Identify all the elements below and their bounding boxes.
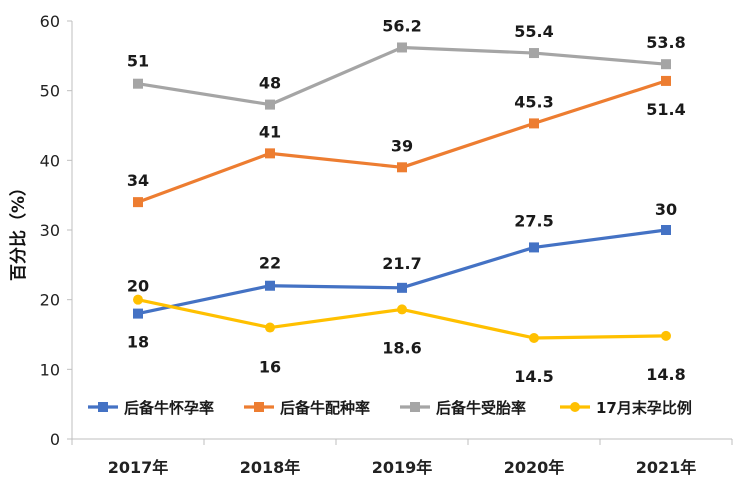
data-point — [133, 197, 143, 208]
data-label: 53.8 — [646, 33, 685, 52]
data-point — [397, 42, 407, 53]
data-label: 56.2 — [382, 16, 421, 35]
x-tick-label: 2017年 — [108, 458, 169, 477]
data-point — [529, 242, 539, 253]
data-label: 30 — [655, 200, 677, 219]
data-label: 48 — [259, 74, 281, 93]
data-label: 45.3 — [514, 92, 553, 111]
data-point — [397, 282, 407, 293]
x-tick-label: 2020年 — [504, 458, 565, 477]
data-point — [529, 48, 539, 59]
data-point — [133, 294, 143, 305]
y-tick-label: 0 — [50, 430, 60, 449]
data-label: 55.4 — [514, 22, 553, 41]
data-label: 21.7 — [382, 254, 421, 273]
legend-label: 后备牛配种率 — [280, 399, 370, 417]
y-axis-title: 百分比（%） — [8, 179, 29, 281]
data-point — [661, 75, 671, 86]
legend-label: 17月末孕比例 — [596, 399, 692, 417]
x-tick-label: 2021年 — [636, 458, 697, 477]
data-point — [529, 118, 539, 129]
legend: 后备牛怀孕率 后备牛配种率 后备牛受胎率 17月末孕比例 — [88, 399, 692, 417]
data-label: 18.6 — [382, 338, 421, 357]
data-point — [265, 280, 275, 291]
legend-label: 后备牛受胎率 — [436, 399, 526, 417]
legend-swatch-marker — [254, 402, 264, 412]
data-label: 51.4 — [646, 100, 685, 119]
axes: 0 10 20 30 40 50 60 2017年 2018年 2019年 2020年 2021年 百分… — [8, 12, 733, 477]
y-tick-label: 40 — [40, 151, 60, 170]
y-tick-label: 50 — [40, 82, 60, 101]
y-tick-label: 60 — [40, 12, 60, 31]
x-tick-label: 2018年 — [240, 458, 301, 477]
data-label: 16 — [259, 358, 281, 377]
data-point — [397, 304, 407, 315]
legend-swatch-marker — [570, 402, 580, 412]
y-tick-label: 30 — [40, 221, 60, 240]
data-label: 34 — [127, 171, 149, 190]
legend-swatch-marker — [98, 402, 108, 412]
data-point — [265, 148, 275, 159]
legend-swatch-marker — [410, 402, 420, 412]
data-point — [265, 322, 275, 333]
data-label: 20 — [127, 277, 149, 296]
data-point — [661, 330, 671, 341]
data-labels: 18 22 21.7 27.5 30 34 41 39 45.3 51.4 51 48 56.2 55.4… — [127, 16, 686, 386]
data-point — [661, 225, 671, 235]
y-tick-label: 20 — [40, 291, 60, 310]
data-label: 22 — [259, 254, 281, 273]
data-point — [397, 162, 407, 173]
data-point — [265, 99, 275, 110]
data-point — [133, 78, 143, 89]
legend-label: 后备牛怀孕率 — [124, 399, 214, 417]
y-tick-label: 10 — [40, 360, 60, 379]
x-tick-label: 2019年 — [372, 458, 433, 477]
data-label: 39 — [391, 136, 413, 155]
data-label: 51 — [127, 52, 149, 71]
data-label: 27.5 — [514, 211, 553, 230]
data-label: 14.5 — [514, 367, 553, 386]
data-label: 18 — [127, 333, 149, 352]
data-point — [133, 308, 143, 319]
series-line — [137, 45, 667, 107]
data-point — [529, 332, 539, 343]
data-point — [661, 59, 671, 70]
data-label: 14.8 — [646, 365, 685, 384]
data-label: 41 — [259, 122, 281, 141]
series-layer — [133, 42, 671, 343]
